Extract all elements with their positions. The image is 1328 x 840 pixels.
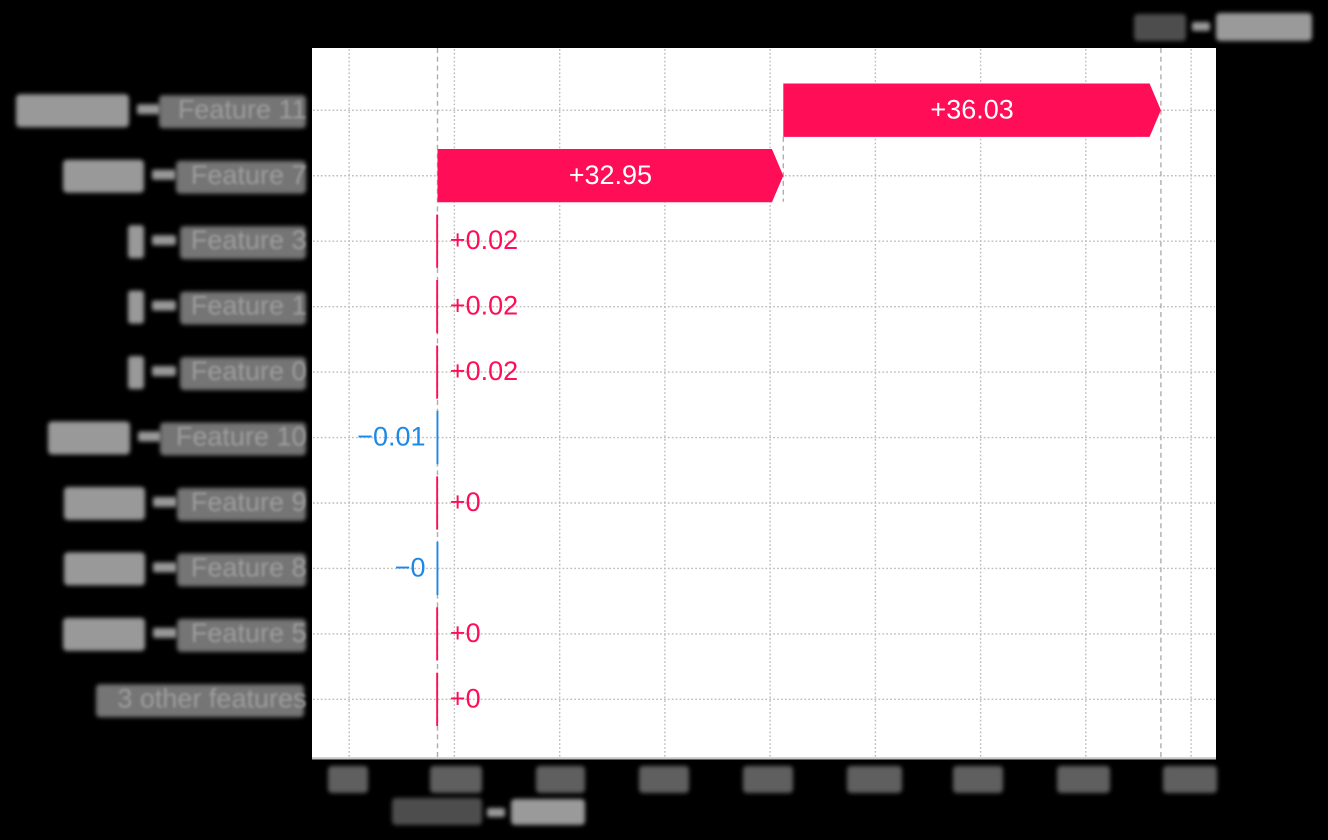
svg-text:−0.01: −0.01	[357, 422, 425, 452]
svg-text:−0: −0	[395, 552, 426, 582]
svg-text:Feature 3: Feature 3	[191, 225, 307, 255]
svg-text:+0: +0	[450, 487, 481, 517]
svg-text:Feature 11: Feature 11	[178, 94, 307, 124]
svg-text:Feature 8: Feature 8	[191, 552, 307, 582]
svg-text:+0.02: +0.02	[450, 291, 518, 321]
svg-text:3 other features: 3 other features	[117, 683, 306, 713]
svg-text:+0: +0	[450, 618, 481, 648]
svg-text:Feature 5: Feature 5	[191, 618, 307, 648]
svg-text:Feature 1: Feature 1	[191, 291, 307, 321]
svg-text:+32.95: +32.95	[569, 160, 652, 190]
svg-text:Feature 10: Feature 10	[176, 422, 307, 452]
svg-text:Feature 9: Feature 9	[191, 487, 307, 517]
svg-text:+0: +0	[450, 683, 481, 713]
svg-text:Feature 7: Feature 7	[191, 160, 307, 190]
svg-text:+0.02: +0.02	[450, 225, 518, 255]
svg-text:Feature 0: Feature 0	[191, 356, 307, 386]
svg-text:+0.02: +0.02	[450, 356, 518, 386]
svg-text:+36.03: +36.03	[930, 94, 1013, 124]
